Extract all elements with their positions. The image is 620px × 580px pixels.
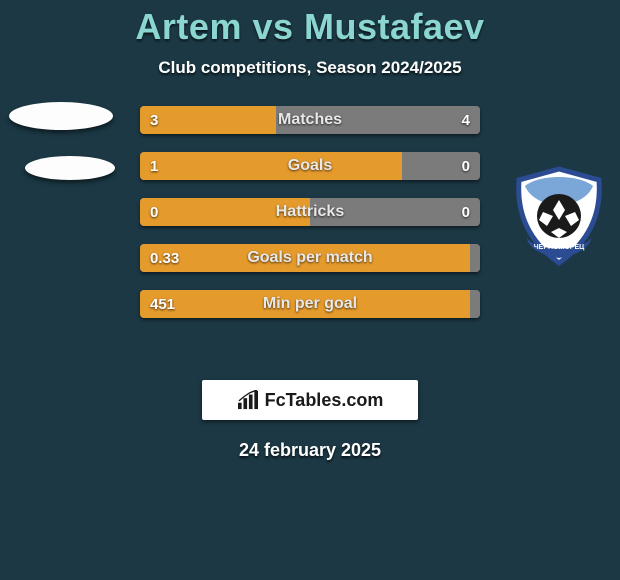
page-subtitle: Club competitions, Season 2024/2025 <box>0 58 620 78</box>
svg-text:ЧЕРНОМОРЕЦ: ЧЕРНОМОРЕЦ <box>534 244 585 251</box>
stat-row: 00Hattricks <box>140 198 480 226</box>
stat-left-value: 451 <box>150 290 175 318</box>
stat-right-value: 0 <box>462 152 470 180</box>
stat-row: 451Min per goal <box>140 290 480 318</box>
stat-left-value: 0.33 <box>150 244 179 272</box>
player-right-badge: ЧЕРНОМОРЕЦ <box>504 166 614 266</box>
comparison-card: Artem vs Mustafaev Club competitions, Se… <box>0 0 620 580</box>
bar-right-fill <box>470 244 480 272</box>
branding-badge: FcTables.com <box>202 380 418 420</box>
bar-left-fill <box>140 106 276 134</box>
stat-left-value: 1 <box>150 152 158 180</box>
bar-left-fill <box>140 290 470 318</box>
bar-left-fill <box>140 152 402 180</box>
stat-right-value: 4 <box>462 106 470 134</box>
chernomorets-crest-icon: ЧЕРНОМОРЕЦ <box>509 166 609 266</box>
stat-right-value: 0 <box>462 198 470 226</box>
bar-left-fill <box>140 244 470 272</box>
stat-row: 0.33Goals per match <box>140 244 480 272</box>
stat-left-value: 3 <box>150 106 158 134</box>
player-left-badge <box>6 102 116 180</box>
ellipse-icon <box>9 102 113 130</box>
branding-text: FcTables.com <box>265 390 384 411</box>
snapshot-date: 24 february 2025 <box>0 440 620 461</box>
bar-right-fill <box>276 106 480 134</box>
stat-bars: 34Matches10Goals00Hattricks0.33Goals per… <box>140 106 480 336</box>
comparison-stage: ЧЕРНОМОРЕЦ 34Matches10Goals00Hattricks0.… <box>0 106 620 366</box>
stat-row: 34Matches <box>140 106 480 134</box>
bar-right-fill <box>310 198 480 226</box>
bar-left-fill <box>140 198 310 226</box>
page-title: Artem vs Mustafaev <box>0 6 620 48</box>
stat-left-value: 0 <box>150 198 158 226</box>
bar-right-fill <box>470 290 480 318</box>
ellipse-icon <box>25 156 115 180</box>
bar-chart-icon <box>237 390 259 410</box>
stat-row: 10Goals <box>140 152 480 180</box>
